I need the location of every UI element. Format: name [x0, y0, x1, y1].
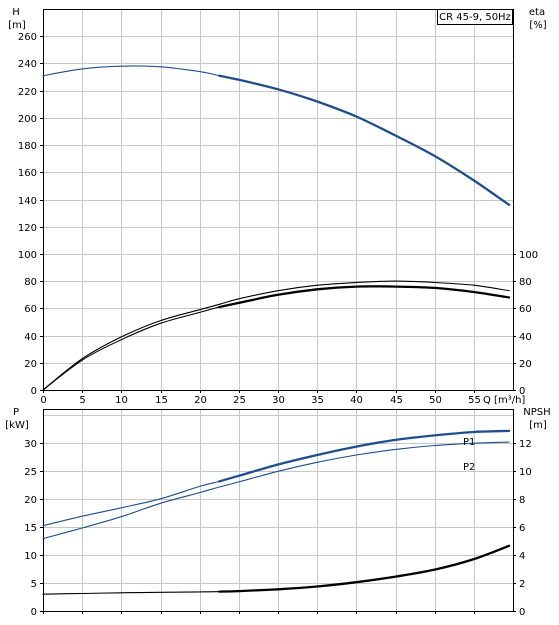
left-tick-label: 0: [31, 607, 37, 618]
curves-bottom: [42, 429, 511, 595]
right-axis-unit-top: [%]: [529, 20, 546, 31]
series-label-p1: P1: [463, 437, 475, 448]
right-tick-label: 100: [519, 250, 538, 261]
right-tick-label: 0: [519, 607, 525, 618]
left-tick-label: 160: [18, 168, 37, 179]
x-tick-label: 25: [233, 395, 246, 406]
right-axis-title-top: eta: [529, 7, 545, 18]
x-tick-label: 35: [311, 395, 324, 406]
series-line-bottom-1: [42, 441, 510, 540]
series-label-p2: P2: [463, 462, 475, 473]
left-tick-label: 30: [24, 439, 37, 450]
curves-top: [42, 65, 511, 391]
left-tick-label: 0: [31, 386, 37, 397]
right-tick-label: 0: [519, 386, 525, 397]
series-duty-range-bottom-0: [218, 429, 511, 483]
right-tick-label: 6: [519, 523, 525, 534]
right-tick-label: 20: [519, 359, 532, 370]
left-tick-label: 140: [18, 196, 37, 207]
head-efficiency-panel: 0 5 10 15 20 25 30 35 40 45 50 55 0 20 40 60 80 100 120 140…: [8, 7, 547, 406]
left-tick-label: 60: [24, 304, 37, 315]
x-tick-label: 15: [155, 395, 168, 406]
left-tick-label: 20: [24, 359, 37, 370]
right-axis-unit-bottom: [m]: [529, 420, 547, 431]
right-tick-label: 80: [519, 277, 532, 288]
series-line-bottom-2: [42, 545, 510, 595]
left-tick-label: 25: [24, 467, 37, 478]
x-tick-label: 20: [194, 395, 207, 406]
x-tick-label: 0: [40, 395, 46, 406]
series-line-top-1: [42, 280, 510, 391]
left-axis-title-bottom: P: [13, 407, 19, 418]
series-duty-range-top-2: [218, 285, 511, 309]
right-tick-label: 60: [519, 304, 532, 315]
chart-title: CR 45-9, 50Hz: [439, 12, 511, 23]
right-tick-label: 2: [519, 579, 525, 590]
power-npsh-panel: 0 5 10 15 20 25 30 0 2 4 6 8 10 12 P [kW] NPSH [m] P1…: [5, 407, 550, 618]
left-tick-label: 200: [18, 114, 37, 125]
series-line-top-2: [42, 285, 510, 391]
grid-bottom: [43, 409, 513, 611]
left-tick-label: 220: [18, 87, 37, 98]
axis-ticks-top: 0 5 10 15 20 25 30 35 40 45 50 55 0 20 40 60 80 100 120 140…: [18, 32, 538, 406]
left-tick-label: 40: [24, 332, 37, 343]
left-tick-label: 80: [24, 277, 37, 288]
left-tick-label: 260: [18, 32, 37, 43]
left-tick-label: 5: [31, 579, 37, 590]
x-tick-label: 30: [272, 395, 285, 406]
x-tick-label: 50: [429, 395, 442, 406]
axis-ticks-bottom: 0 5 10 15 20 25 30 0 2 4 6 8 10 12: [24, 439, 531, 618]
series-duty-range-top-0: [218, 74, 511, 207]
left-tick-label: 240: [18, 59, 37, 70]
right-tick-label: 8: [519, 495, 525, 506]
right-tick-label: 4: [519, 551, 525, 562]
left-tick-label: 15: [24, 523, 37, 534]
title-box: [437, 9, 513, 25]
right-tick-label: 12: [519, 439, 532, 450]
left-axis-title-top: H: [12, 7, 20, 18]
x-axis-label: Q [m³/h]: [483, 395, 525, 406]
left-tick-label: 120: [18, 223, 37, 234]
left-tick-label: 100: [18, 250, 37, 261]
series-line-top-0: [42, 65, 510, 206]
x-tick-label: 55: [468, 395, 481, 406]
x-tick-label: 45: [390, 395, 403, 406]
left-tick-label: 20: [24, 495, 37, 506]
left-axis-unit-top: [m]: [8, 20, 26, 31]
x-tick-label: 40: [350, 395, 363, 406]
series-duty-range-bottom-2: [218, 544, 511, 593]
right-tick-label: 40: [519, 332, 532, 343]
left-tick-label: 10: [24, 551, 37, 562]
right-axis-title-bottom: NPSH: [523, 407, 550, 418]
left-axis-unit-bottom: [kW]: [5, 420, 29, 431]
x-tick-label: 10: [115, 395, 128, 406]
right-tick-label: 10: [519, 467, 532, 478]
x-tick-label: 5: [79, 395, 85, 406]
left-tick-label: 180: [18, 141, 37, 152]
